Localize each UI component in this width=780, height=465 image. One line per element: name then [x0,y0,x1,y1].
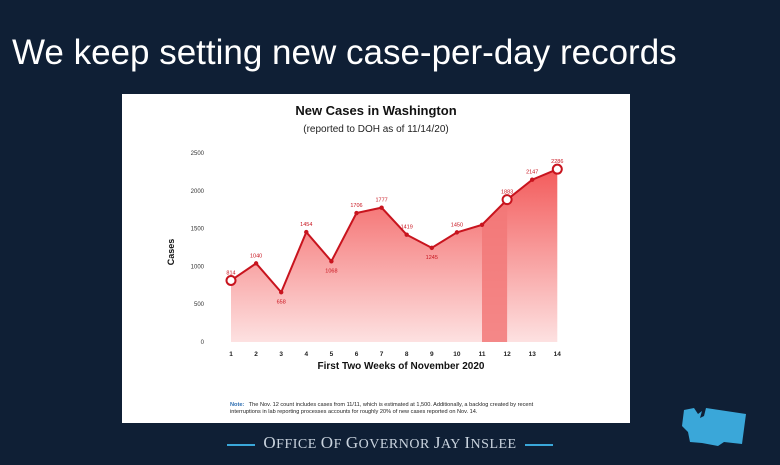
footer-text: OFFICE OF GOVERNOR JAY INSLEE [263,433,517,452]
y-tick-label: 500 [194,302,205,308]
footer: OFFICE OF GOVERNOR JAY INSLEE [0,433,780,453]
y-tick-label: 1000 [191,264,205,270]
data-label: 1450 [451,222,463,228]
data-label: 1883 [501,190,513,196]
data-label: 2147 [526,170,538,176]
x-tick-label: 14 [554,351,562,358]
data-point-circled [501,194,513,206]
y-tick-label: 2500 [191,151,205,157]
washington-state-icon [682,408,746,446]
x-tick-label: 8 [405,351,409,358]
x-tick-label: 1 [229,351,233,358]
x-tick-label: 12 [503,351,511,358]
data-label: 2286 [551,159,563,165]
x-tick-label: 10 [453,351,461,358]
footnote-text: The Nov. 12 count includes cases from 11… [249,402,534,408]
data-point [404,232,409,237]
data-point-circled [551,163,563,175]
footnote-text-continued: interruptions in lab reporting processes… [230,409,478,415]
footnote: Note: The Nov. 12 count includes cases f… [230,402,535,415]
x-axis-label: First Two Weeks of November 2020 [318,361,485,372]
data-label: 1040 [250,253,262,259]
data-label: 1777 [375,198,387,204]
x-tick-label: 13 [529,351,537,358]
y-axis-label: Cases [166,239,176,266]
x-tick-label: 9 [430,351,434,358]
y-tick-label: 0 [201,340,205,346]
data-label: 814 [226,270,235,276]
data-label: 1068 [325,268,337,274]
x-tick-label: 5 [330,351,334,358]
highlight-bar [482,199,508,342]
data-point [329,259,334,264]
x-tick-label: 3 [279,351,283,358]
data-point [454,230,460,235]
area-fill [231,169,558,342]
chart-title: New Cases in Washington [295,103,456,118]
x-tick-label: 2 [254,351,258,358]
data-point [530,177,535,182]
data-label: 1245 [426,255,438,261]
data-point [304,229,309,235]
data-point [479,222,485,228]
chart-panel: New Cases in Washington (reported to DOH… [122,94,630,423]
footer-rule-right [524,443,553,446]
data-point [354,210,359,216]
data-label: 658 [277,299,286,305]
data-point-circled [225,274,237,286]
x-tick-label: 4 [304,351,308,358]
footnote-label: Note: [230,402,244,408]
data-label: 1419 [401,225,413,231]
footer-rule-left [227,443,256,446]
data-point [253,261,259,266]
chart-subtitle: (reported to DOH as of 11/14/20) [303,124,448,135]
data-label: 1706 [350,203,362,209]
x-tick-label: 11 [479,351,486,358]
data-point [379,205,384,210]
data-point [429,245,434,251]
x-tick-label: 7 [380,351,384,358]
slide-title: We keep setting new case-per-day records [12,33,677,72]
cases-chart: New Cases in Washington (reported to DOH… [166,103,563,415]
data-point [279,290,284,295]
y-tick-label: 1500 [191,227,205,233]
x-tick-label: 6 [355,351,359,358]
data-label: 1454 [300,222,312,228]
y-tick-label: 2000 [191,189,205,195]
series-line [230,168,558,295]
